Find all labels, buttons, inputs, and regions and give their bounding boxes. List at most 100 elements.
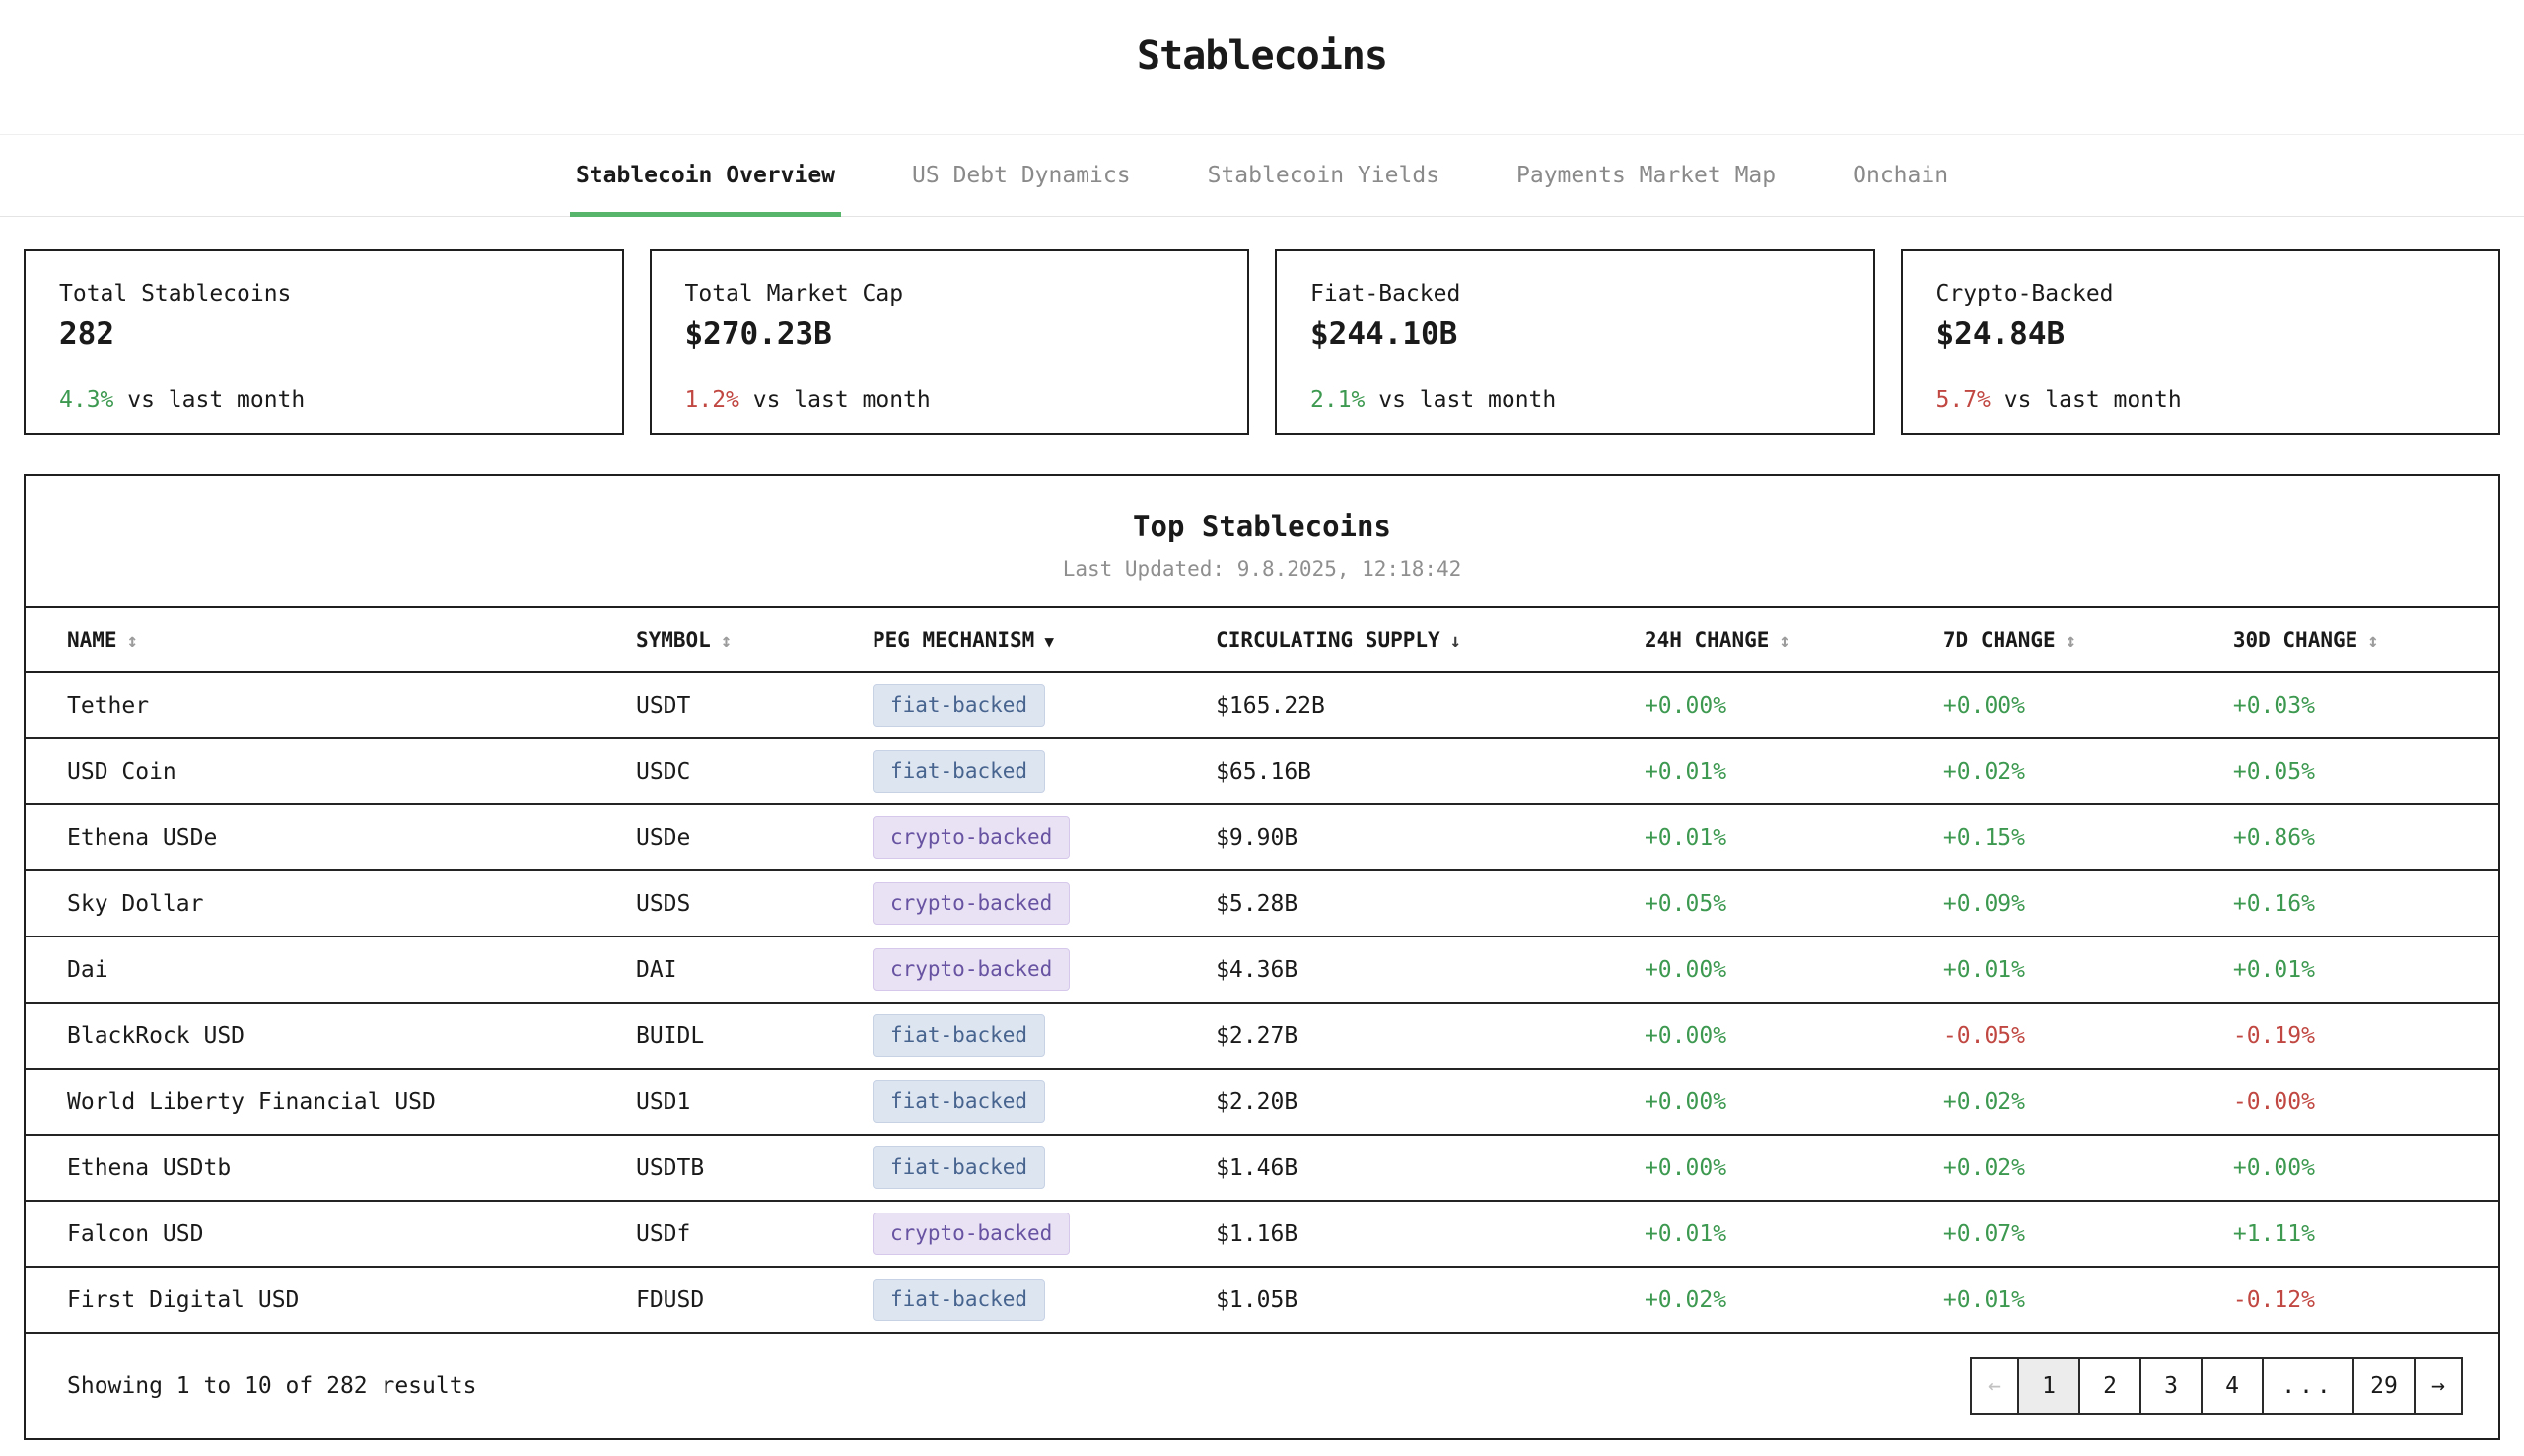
table-row-usdtb: Ethena USDtb USDTB fiat-backed $1.46B +0.00%… bbox=[26, 1135, 2498, 1202]
page-header: Stablecoins bbox=[0, 0, 2524, 134]
cell-7d-change: +0.02% bbox=[1942, 1135, 2233, 1202]
stat-card-fiat-backed: Fiat-Backed $244.10B 2.1% vs last month bbox=[1275, 249, 1875, 435]
sortable-icon: ↕ bbox=[1779, 630, 1790, 652]
column-header-circulating-supply[interactable]: CIRCULATING SUPPLY ↓ bbox=[1216, 606, 1645, 673]
next-page-button[interactable]: → bbox=[2414, 1357, 2463, 1415]
cell-name: Sky Dollar bbox=[26, 870, 636, 937]
tab-us-debt-dynamics[interactable]: US Debt Dynamics bbox=[912, 163, 1131, 188]
cell-peg-mechanism: crypto-backed bbox=[872, 936, 1217, 1004]
cell-circulating-supply: $65.16B bbox=[1216, 738, 1645, 805]
peg-badge: fiat-backed bbox=[872, 749, 1046, 794]
cell-name: Falcon USD bbox=[26, 1201, 636, 1268]
column-header-peg-mechanism[interactable]: PEG MECHANISM ▼ bbox=[872, 606, 1217, 673]
cell-peg-mechanism: fiat-backed bbox=[872, 1267, 1217, 1334]
column-header-name[interactable]: NAME ↕ bbox=[26, 606, 636, 673]
peg-badge: crypto-backed bbox=[872, 947, 1071, 992]
cell-symbol: FDUSD bbox=[635, 1267, 873, 1334]
table-body: Tether USDT fiat-backed $165.22B +0.00% +0.00… bbox=[26, 672, 2498, 1334]
peg-badge: fiat-backed bbox=[872, 683, 1046, 728]
cell-circulating-supply: $1.46B bbox=[1216, 1135, 1645, 1202]
cell-24h-change: +0.00% bbox=[1644, 672, 1943, 739]
cell-24h-change: +0.05% bbox=[1644, 870, 1943, 937]
stat-delta: 2.1% vs last month bbox=[1310, 387, 1840, 413]
page-button-29[interactable]: 29 bbox=[2352, 1357, 2416, 1415]
cell-name: BlackRock USD bbox=[26, 1003, 636, 1070]
column-label: 30D CHANGE bbox=[2232, 628, 2358, 652]
cell-7d-change: +0.07% bbox=[1942, 1201, 2233, 1268]
stat-card-total-stablecoins: Total Stablecoins 282 4.3% vs last month bbox=[24, 249, 624, 435]
cell-30d-change: +0.16% bbox=[2232, 870, 2498, 937]
results-summary: Showing 1 to 10 of 282 results bbox=[67, 1373, 477, 1399]
column-label: 7D CHANGE bbox=[1942, 628, 2056, 652]
cell-name: Tether bbox=[26, 672, 636, 739]
pagination: ← 1 2 3 4... 29 → bbox=[1970, 1357, 2463, 1415]
page-button-3[interactable]: 3 bbox=[2139, 1357, 2203, 1415]
cell-peg-mechanism: fiat-backed bbox=[872, 1069, 1217, 1136]
cell-30d-change: -0.00% bbox=[2232, 1069, 2498, 1136]
peg-badge: crypto-backed bbox=[872, 815, 1071, 860]
cell-circulating-supply: $2.27B bbox=[1216, 1003, 1645, 1070]
cell-30d-change: +0.01% bbox=[2232, 936, 2498, 1004]
column-header-7d-change[interactable]: 7D CHANGE ↕ bbox=[1942, 606, 2233, 673]
stat-card-total-market-cap: Total Market Cap $270.23B 1.2% vs last mon… bbox=[649, 249, 1249, 435]
column-header-24h-change[interactable]: 24H CHANGE ↕ bbox=[1644, 606, 1943, 673]
tab-bar: Stablecoin Overview US Debt Dynamics Stabl… bbox=[0, 134, 2524, 217]
tab-stablecoin-overview[interactable]: Stablecoin Overview bbox=[569, 135, 842, 217]
peg-badge: fiat-backed bbox=[872, 1145, 1046, 1190]
stat-value: $270.23B bbox=[684, 316, 832, 352]
cell-7d-change: +0.01% bbox=[1942, 1267, 2233, 1334]
column-label: CIRCULATING SUPPLY bbox=[1216, 628, 1440, 652]
stat-delta: 4.3% vs last month bbox=[59, 387, 589, 413]
column-header-30d-change[interactable]: 30D CHANGE ↕ bbox=[2232, 606, 2498, 673]
page-button-4[interactable]: 4 bbox=[2201, 1357, 2264, 1415]
cell-30d-change: +0.03% bbox=[2232, 672, 2498, 739]
cell-30d-change: -0.19% bbox=[2232, 1003, 2498, 1070]
cell-name: World Liberty Financial USD bbox=[26, 1069, 636, 1136]
cell-24h-change: +0.00% bbox=[1644, 936, 1943, 1004]
cell-name: Dai bbox=[26, 936, 636, 1004]
cell-24h-change: +0.02% bbox=[1644, 1267, 1943, 1334]
sorted-down-icon: ↓ bbox=[1449, 630, 1462, 652]
table-row-usdf: Falcon USD USDf crypto-backed $1.16B +0.01% +… bbox=[26, 1201, 2498, 1268]
cell-24h-change: +0.00% bbox=[1644, 1003, 1943, 1070]
peg-badge: crypto-backed bbox=[872, 881, 1071, 926]
stat-delta-percent: 2.1% bbox=[1310, 387, 1366, 413]
table-row-usds: Sky Dollar USDS crypto-backed $5.28B +0.05% +… bbox=[26, 870, 2498, 937]
tab-payments-market-map[interactable]: Payments Market Map bbox=[1516, 163, 1777, 188]
cell-peg-mechanism: fiat-backed bbox=[872, 1135, 1217, 1202]
stablecoins-table-card: Top Stablecoins Last Updated: 9.8.2025, … bbox=[24, 474, 2500, 1440]
table-head: Top Stablecoins Last Updated: 9.8.2025, … bbox=[26, 476, 2498, 606]
cell-symbol: USDf bbox=[635, 1201, 873, 1268]
cell-peg-mechanism: crypto-backed bbox=[872, 804, 1217, 871]
stat-delta: 5.7% vs last month bbox=[1936, 387, 2466, 413]
cell-symbol: DAI bbox=[635, 936, 873, 1004]
cell-peg-mechanism: crypto-backed bbox=[872, 870, 1217, 937]
cell-30d-change: +0.05% bbox=[2232, 738, 2498, 805]
cell-symbol: USDTB bbox=[635, 1135, 873, 1202]
cell-7d-change: +0.02% bbox=[1942, 738, 2233, 805]
stat-delta-suffix: vs last month bbox=[1990, 387, 2182, 413]
cell-7d-change: +0.15% bbox=[1942, 804, 2233, 871]
cell-symbol: USDe bbox=[635, 804, 873, 871]
stat-delta-suffix: vs last month bbox=[1365, 387, 1557, 413]
stat-label: Total Market Cap bbox=[684, 281, 904, 307]
cell-name: USD Coin bbox=[26, 738, 636, 805]
cell-peg-mechanism: fiat-backed bbox=[872, 738, 1217, 805]
cell-7d-change: +0.02% bbox=[1942, 1069, 2233, 1136]
sortable-icon: ↕ bbox=[720, 630, 733, 652]
stat-delta-suffix: vs last month bbox=[113, 387, 306, 413]
tab-onchain[interactable]: Onchain bbox=[1853, 163, 1949, 188]
table-row-usdc: USD Coin USDC fiat-backed $65.16B +0.01% +0.0… bbox=[26, 738, 2498, 805]
peg-badge: crypto-backed bbox=[872, 1212, 1071, 1256]
prev-page-button[interactable]: ← bbox=[1970, 1357, 2019, 1415]
stat-delta-suffix: vs last month bbox=[738, 387, 931, 413]
tab-stablecoin-yields[interactable]: Stablecoin Yields bbox=[1207, 163, 1440, 188]
page-button-2[interactable]: 2 bbox=[2078, 1357, 2141, 1415]
table-row-usde: Ethena USDe USDe crypto-backed $9.90B +0.01%… bbox=[26, 804, 2498, 871]
cell-symbol: BUIDL bbox=[635, 1003, 873, 1070]
column-header-symbol[interactable]: SYMBOL ↕ bbox=[635, 606, 873, 673]
page-button-1[interactable]: 1 bbox=[2017, 1357, 2080, 1415]
cell-name: First Digital USD bbox=[26, 1267, 636, 1334]
cell-7d-change: +0.00% bbox=[1942, 672, 2233, 739]
cell-24h-change: +0.01% bbox=[1644, 1201, 1943, 1268]
